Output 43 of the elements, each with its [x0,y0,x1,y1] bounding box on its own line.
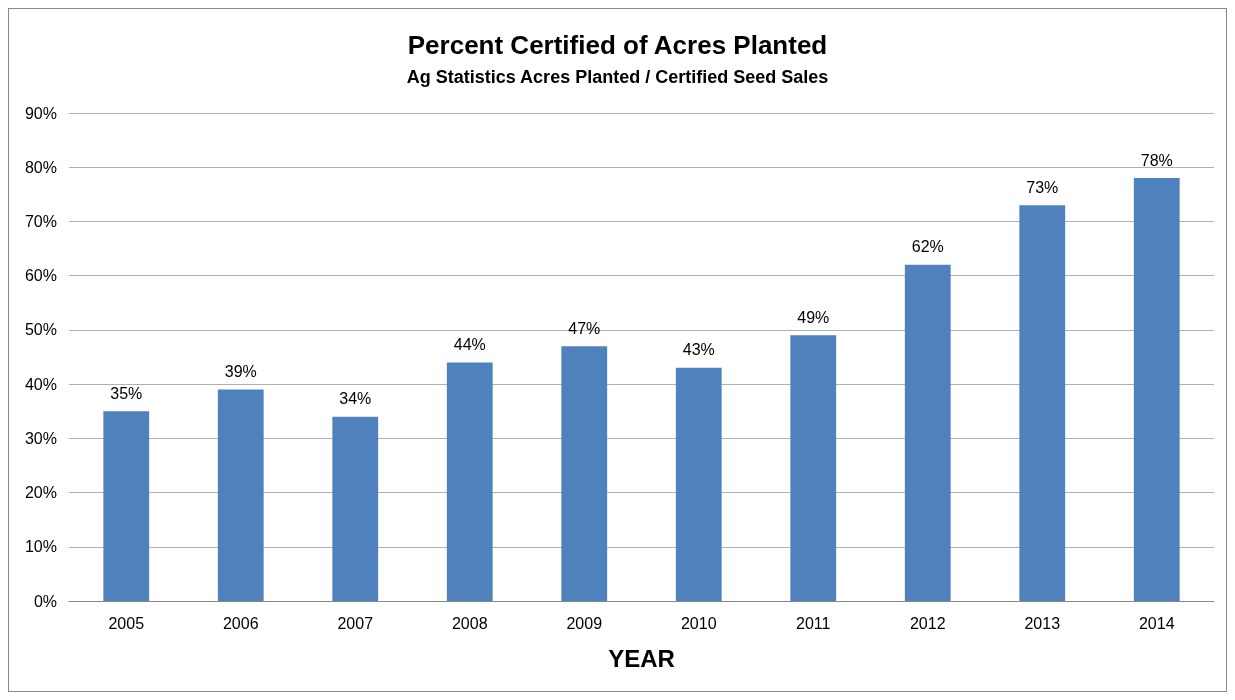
bar [1019,205,1066,601]
data-label: 43% [682,341,715,359]
y-tick-label: 70% [24,212,57,230]
x-tick-label: 2009 [566,614,603,632]
bar [561,346,608,601]
bar [332,416,379,601]
chart-title: Percent Certified of Acres Planted [407,30,828,60]
data-label: 44% [453,335,486,353]
bar [1133,178,1180,601]
y-tick-label: 50% [24,321,57,339]
x-tick-label: 2013 [1024,614,1061,632]
data-label: 39% [224,363,257,381]
data-label: 78% [1140,151,1173,169]
x-axis-title: YEAR [608,644,675,672]
data-label: 47% [568,319,601,337]
bar [103,411,150,601]
y-tick-label: 40% [24,375,57,393]
x-tick-label: 2014 [1138,614,1175,632]
bar [790,335,837,601]
data-label: 49% [797,308,830,326]
bar [904,264,951,601]
y-tick-label: 20% [24,484,57,502]
y-tick-label: 10% [24,538,57,556]
y-tick-label: 0% [33,592,57,610]
x-tick-label: 2005 [108,614,145,632]
x-tick-label: 2007 [337,614,374,632]
chart-subtitle: Ag Statistics Acres Planted / Certified Seed Sales [406,67,829,87]
x-tick-label: 2008 [451,614,488,632]
bar [446,362,493,601]
y-tick-label: 30% [24,429,57,447]
x-tick-label: 2012 [909,614,946,632]
bar [675,367,722,601]
data-label: 34% [339,390,372,408]
data-label: 35% [110,384,143,402]
x-tick-label: 2011 [796,614,831,632]
data-label: 62% [911,238,944,256]
bar [217,389,264,601]
y-tick-label: 90% [24,104,57,122]
y-tick-label: 80% [24,158,57,176]
data-label: 73% [1026,178,1059,196]
y-tick-label: 60% [24,267,57,285]
x-tick-label: 2010 [680,614,717,632]
x-tick-label: 2006 [222,614,259,632]
